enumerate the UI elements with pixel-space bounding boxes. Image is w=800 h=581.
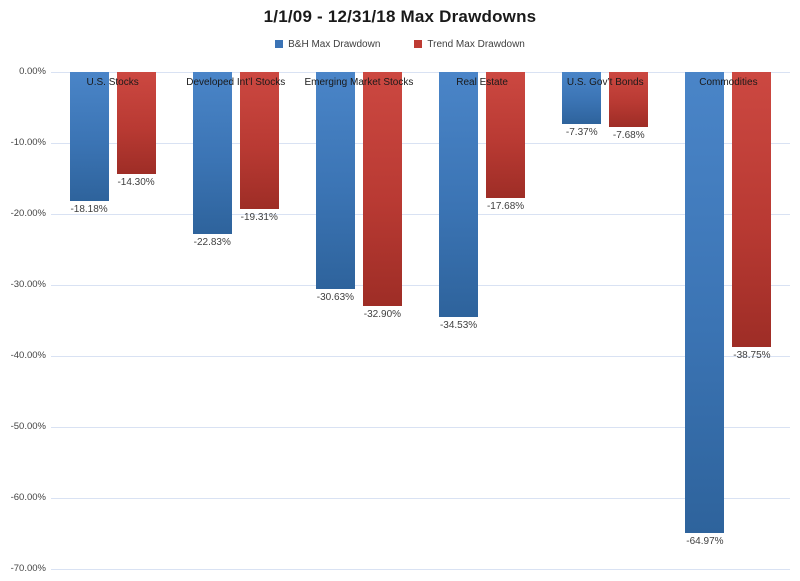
y-tick-label: 0.00% xyxy=(19,66,46,77)
gridline xyxy=(51,427,790,428)
legend-swatch-red-icon xyxy=(414,40,423,48)
y-tick-label: -50.00% xyxy=(10,421,46,432)
value-label: -14.30% xyxy=(117,176,155,188)
legend-label-trend: Trend Max Drawdown xyxy=(427,38,525,50)
y-tick-label: -20.00% xyxy=(10,208,46,219)
bar-trend xyxy=(732,72,772,348)
gridline xyxy=(51,285,790,286)
bar-bh xyxy=(562,72,602,125)
y-tick-label: -60.00% xyxy=(10,492,46,503)
category-label: U.S. Gov’t Bonds xyxy=(566,77,644,88)
value-label: -30.63% xyxy=(316,292,355,304)
category-label: Emerging Market Stocks xyxy=(304,77,414,88)
legend-item-bh: B&H Max Drawdown xyxy=(275,39,380,50)
bar-trend xyxy=(362,72,402,306)
chart-title: 1/1/09 - 12/31/18 Max Drawdowns xyxy=(263,7,537,26)
legend: B&H Max Drawdown Trend Max Drawdown xyxy=(0,37,800,51)
gridline xyxy=(51,72,790,73)
bar-bh xyxy=(685,72,725,534)
value-label: -17.68% xyxy=(486,200,525,212)
bar-trend xyxy=(609,72,649,127)
bar-trend xyxy=(486,72,526,198)
bar-bh xyxy=(439,72,479,318)
bar-bh xyxy=(315,72,355,290)
value-label: -7.37% xyxy=(565,127,598,139)
value-label: -38.75% xyxy=(733,350,771,362)
bar-trend xyxy=(239,72,279,210)
value-label: -32.90% xyxy=(363,308,402,320)
category-label: Commodities xyxy=(699,77,758,88)
plot-area: -18.18% -14.30% U.S. Stocks -22.83% -19.31% D… xyxy=(51,72,790,570)
category-label: U.S. Stocks xyxy=(86,77,139,88)
value-label: -34.53% xyxy=(439,320,478,332)
legend-item-trend: Trend Max Drawdown xyxy=(414,38,525,50)
gridline xyxy=(51,214,790,215)
value-label: -64.97% xyxy=(686,536,724,548)
y-tick-label: -70.00% xyxy=(10,563,46,574)
gridline xyxy=(51,356,790,357)
gridline xyxy=(51,569,790,570)
y-tick-label: -30.00% xyxy=(10,279,46,290)
bar-bh xyxy=(69,72,109,202)
gridline xyxy=(51,498,790,499)
value-label: -22.83% xyxy=(193,237,231,249)
legend-swatch-blue-icon xyxy=(275,40,284,48)
bar-bh xyxy=(192,72,232,235)
gridline xyxy=(51,143,790,144)
category-label: Developed Int’l Stocks xyxy=(186,77,286,88)
bar-trend xyxy=(116,72,156,174)
y-tick-label: -10.00% xyxy=(10,137,46,148)
value-label: -18.18% xyxy=(70,204,108,216)
y-tick-label: -40.00% xyxy=(10,350,46,361)
legend-label-bh: B&H Max Drawdown xyxy=(288,38,381,50)
value-label: -19.31% xyxy=(240,212,278,224)
value-label: -7.68% xyxy=(612,129,645,141)
category-label: Real Estate xyxy=(456,77,508,88)
